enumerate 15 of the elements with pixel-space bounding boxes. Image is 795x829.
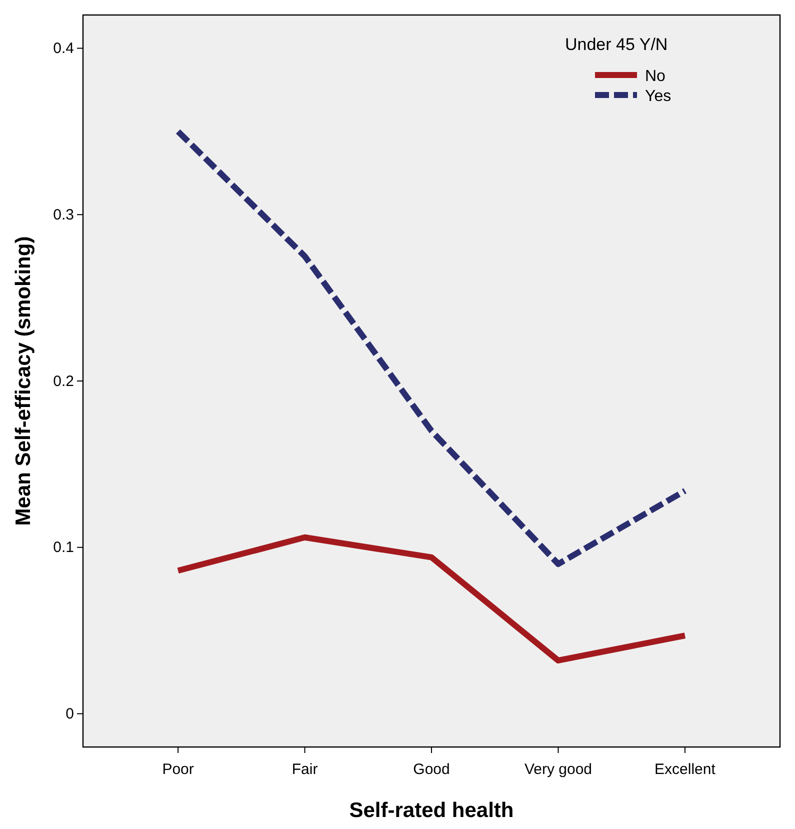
y-tick-label: 0.2 <box>53 372 74 390</box>
y-tick-label: 0.3 <box>53 206 74 224</box>
legend-title: Under 45 Y/N <box>565 35 668 54</box>
y-tick-label: 0.4 <box>53 40 74 58</box>
legend-label: No <box>645 68 666 85</box>
legend-label: Yes <box>645 88 672 105</box>
x-tick-label: Fair <box>292 761 318 778</box>
x-tick-label: Very good <box>524 761 592 778</box>
x-tick-label: Good <box>413 761 450 778</box>
y-axis-title: Mean Self-efficacy (smoking) <box>12 236 35 526</box>
y-tick-label: 0.1 <box>53 539 74 556</box>
y-tick-label: 0 <box>66 706 74 723</box>
x-tick-label: Poor <box>162 761 194 778</box>
x-tick-label: Excellent <box>654 761 716 778</box>
x-axis-title: Self-rated health <box>349 799 514 822</box>
